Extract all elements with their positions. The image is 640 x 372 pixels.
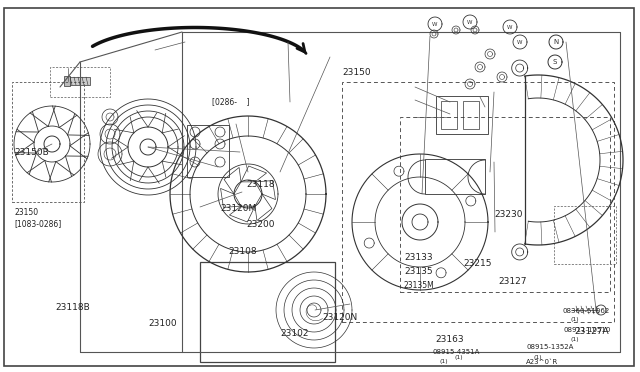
Text: (1): (1) [455,355,463,359]
Text: W: W [508,25,513,29]
Bar [463,101,479,129]
Bar [64,76,70,86]
Text: 23215: 23215 [463,259,492,267]
Bar [68,77,90,85]
Text: 23102: 23102 [280,328,308,337]
Text: S: S [553,59,557,65]
Text: 23150
[1083-0286]: 23150 [1083-0286] [14,208,61,228]
Text: (1): (1) [571,337,580,343]
Text: 23133: 23133 [404,253,433,263]
Text: W: W [467,19,473,25]
Text: 08915-1352A: 08915-1352A [527,344,574,350]
Text: 08911-10510: 08911-10510 [564,327,611,333]
Text: 23150B: 23150B [14,148,49,157]
Text: (1): (1) [571,317,580,323]
Text: 23150: 23150 [342,67,371,77]
Text: 23118B: 23118B [55,304,90,312]
Text: 23108: 23108 [228,247,257,257]
Bar [436,96,488,134]
Text: 23127A: 23127A [574,327,609,337]
Text: A23^0`R: A23^0`R [526,359,558,365]
Text: 23118: 23118 [246,180,275,189]
Text: 23127: 23127 [498,278,527,286]
Bar [342,82,614,322]
Text: 23200: 23200 [246,219,275,228]
Text: 08915-4351A: 08915-4351A [433,349,481,355]
Text: 23163: 23163 [435,334,463,343]
Text: 23120M: 23120M [220,203,256,212]
Text: W: W [432,22,438,26]
Text: 23100: 23100 [148,320,177,328]
Bar [400,117,610,292]
Text: 23135M: 23135M [404,280,435,289]
Bar [441,101,457,129]
Text: [0286-    ]: [0286- ] [212,97,250,106]
Bar [554,206,616,264]
Text: (1): (1) [440,359,449,365]
Text: N: N [554,39,559,45]
Bar [50,67,110,97]
Text: W: W [517,39,523,45]
Text: 23120N: 23120N [322,314,357,323]
Text: (1): (1) [534,355,543,359]
Bar [200,262,335,362]
Text: 08360-51062: 08360-51062 [563,308,611,314]
Bar [425,159,485,194]
Bar [187,125,229,177]
Text: 23230: 23230 [494,209,522,218]
Text: 23135: 23135 [404,267,433,276]
Bar [12,82,84,202]
